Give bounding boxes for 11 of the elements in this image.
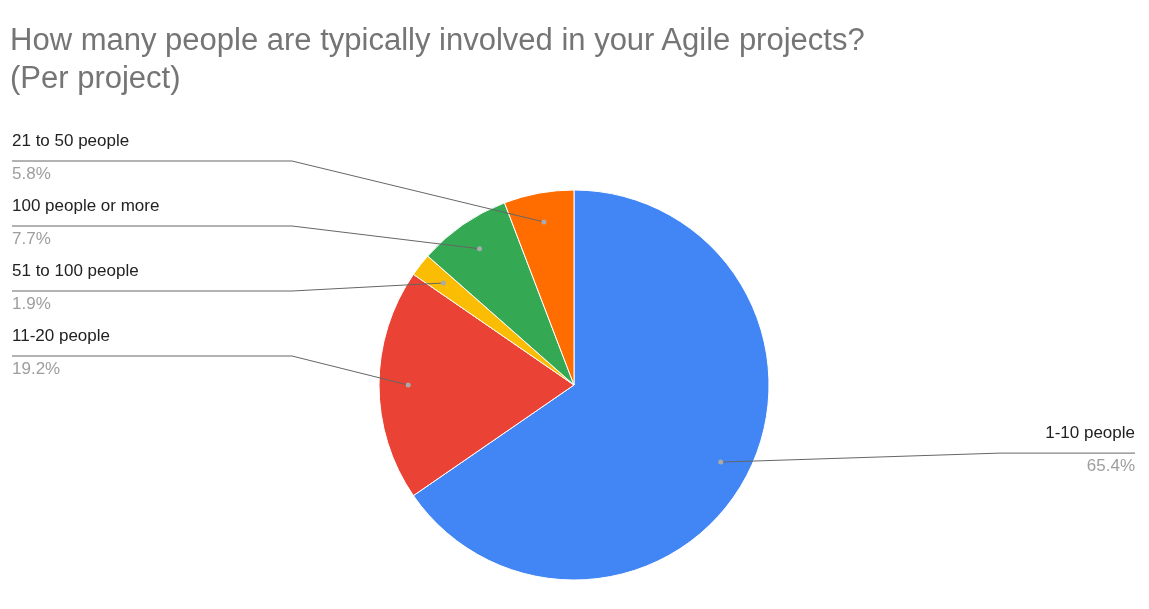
- slice-label: 11-20 people: [12, 326, 110, 345]
- slice-label: 51 to 100 people: [12, 261, 139, 280]
- data-label: 19.2%: [12, 359, 61, 378]
- slice-label: 1-10 people: [1045, 423, 1135, 443]
- slice-label: 100 people or more: [12, 196, 160, 215]
- chart-title: How many people are typically involved in your Agile projects? (Per project): [10, 22, 865, 95]
- data-label: 7.7%: [12, 229, 51, 248]
- data-label: 5.8%: [12, 164, 51, 183]
- data-label: 1.9%: [12, 294, 51, 313]
- data-label: 65.4%: [1086, 456, 1135, 476]
- slice-label: 21 to 50 people: [12, 131, 130, 150]
